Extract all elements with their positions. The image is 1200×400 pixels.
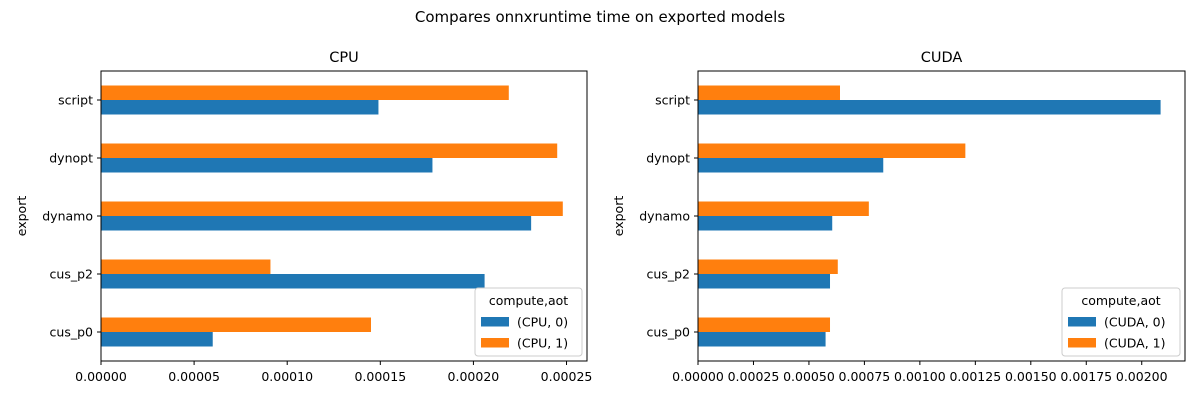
legend-label-0: (CPU, 0) <box>517 315 568 330</box>
y-tick-label-cus_p2: cus_p2 <box>647 267 690 282</box>
x-tick-label: 0.00200 <box>1116 369 1168 384</box>
y-tick-label-cus_p2: cus_p2 <box>50 267 93 282</box>
legend: compute,aot (CUDA, 0) (CUDA, 1) <box>1061 287 1181 357</box>
x-tick-label: 0.00020 <box>448 369 500 384</box>
x-tick-label: 0.00125 <box>949 369 1001 384</box>
bar-cus_p0-series-1 <box>101 317 371 332</box>
bar-cus_p0-series-0 <box>101 332 213 347</box>
y-tick-label-dynamo: dynamo <box>42 209 93 224</box>
y-tick-label-script: script <box>655 93 690 108</box>
legend-label-1: (CPU, 1) <box>517 336 568 351</box>
legend-swatch-1 <box>1068 338 1096 348</box>
y-tick-label-dynopt: dynopt <box>646 151 690 166</box>
x-tick-label: 0.00005 <box>168 369 220 384</box>
chart-title: CPU <box>329 50 358 66</box>
bar-dynamo-series-0 <box>698 216 833 231</box>
y-axis-label: export <box>611 196 626 237</box>
bar-script-series-0 <box>101 100 379 115</box>
legend-label-0: (CUDA, 0) <box>1104 315 1166 330</box>
legend-swatch-0 <box>481 317 509 327</box>
x-tick-label: 0.00150 <box>1005 369 1057 384</box>
figure-title: Compares onnxruntime time on exported mo… <box>415 8 785 26</box>
bar-cus_p2-series-0 <box>698 274 831 289</box>
legend-title: compute,aot <box>1081 293 1160 308</box>
bar-dynamo-series-1 <box>698 201 869 216</box>
bar-dynopt-series-0 <box>698 158 884 173</box>
bar-script-series-1 <box>101 85 509 100</box>
bar-cus_p2-series-0 <box>101 274 485 289</box>
bar-cus_p0-series-0 <box>698 332 826 347</box>
x-tick-label: 0.00075 <box>839 369 891 384</box>
bar-dynopt-series-1 <box>698 143 966 158</box>
x-tick-label: 0.00015 <box>354 369 406 384</box>
x-tick-label: 0.00100 <box>894 369 946 384</box>
legend: compute,aot (CPU, 0) (CPU, 1) <box>474 287 583 357</box>
y-tick-label-script: script <box>58 93 93 108</box>
bar-dynopt-series-0 <box>101 158 433 173</box>
plot-frame <box>100 70 588 362</box>
y-tick-label-cus_p0: cus_p0 <box>50 325 93 340</box>
chart-title: CUDA <box>921 50 963 66</box>
y-tick-label-cus_p0: cus_p0 <box>647 325 690 340</box>
cpu-chart: CPU export cus_p0 cus_p2 dynamo dynopt script 0… <box>14 50 592 384</box>
bar-cus_p2-series-1 <box>101 259 271 274</box>
y-axis-label: export <box>14 196 29 237</box>
cuda-chart: CUDA export cus_p0 cus_p2 dynamo dynopt script… <box>611 50 1186 384</box>
x-tick-label: 0.00010 <box>261 369 313 384</box>
bar-dynamo-series-1 <box>101 201 563 216</box>
x-tick-label: 0.00025 <box>541 369 593 384</box>
plot-frame <box>697 70 1186 362</box>
legend-title: compute,aot <box>489 293 568 308</box>
x-tick-label: 0.00175 <box>1060 369 1112 384</box>
legend-label-1: (CUDA, 1) <box>1104 336 1166 351</box>
x-tick-label: 0.00000 <box>75 369 127 384</box>
bar-dynamo-series-0 <box>101 216 532 231</box>
x-tick-label: 0.00050 <box>783 369 835 384</box>
legend-swatch-0 <box>1068 317 1096 327</box>
bar-cus_p0-series-1 <box>698 317 831 332</box>
x-tick-label: 0.00000 <box>672 369 724 384</box>
bar-script-series-0 <box>698 100 1161 115</box>
bar-cus_p2-series-1 <box>698 259 838 274</box>
bar-script-series-1 <box>698 85 840 100</box>
y-tick-label-dynopt: dynopt <box>49 151 93 166</box>
legend-swatch-1 <box>481 338 509 348</box>
y-tick-label-dynamo: dynamo <box>639 209 690 224</box>
x-tick-label: 0.00025 <box>728 369 780 384</box>
bar-dynopt-series-1 <box>101 143 558 158</box>
